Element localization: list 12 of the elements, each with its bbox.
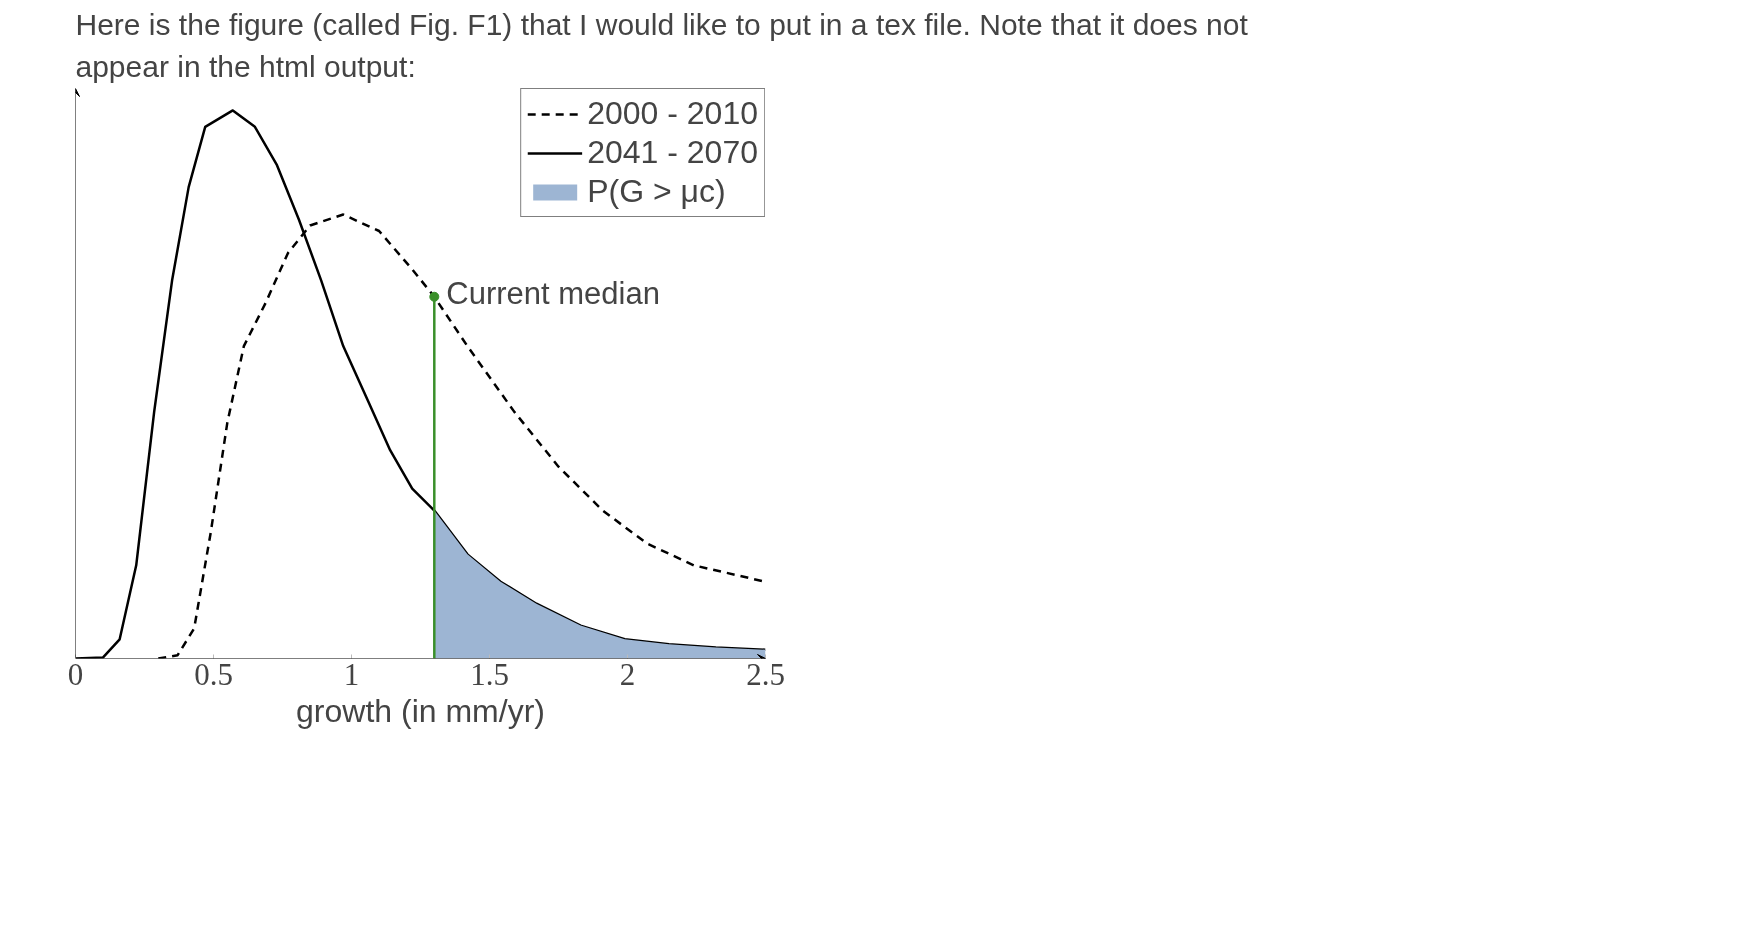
x-axis-title: growth (in mm/yr) (296, 692, 545, 729)
x-tick-label: 0 (67, 656, 84, 692)
chart-title: Here is the figure (called Fig. F1) that I would like to put in a tex file. Note that it does not appear in the html output: (75, 7, 1249, 84)
annotation: Current median (446, 275, 660, 311)
legend-label: 2041 - 2070 (587, 134, 758, 171)
x-tick-label: 1 (343, 656, 360, 692)
x-tick-label: 0.5 (194, 656, 233, 692)
legend-label: 2000 - 2010 (587, 95, 758, 132)
x-tick-label: 2 (619, 656, 636, 692)
x-tick-label: 1.5 (470, 656, 509, 692)
x-tick-label: 2.5 (746, 656, 785, 692)
legend-label: P(G > μc) (587, 173, 726, 210)
